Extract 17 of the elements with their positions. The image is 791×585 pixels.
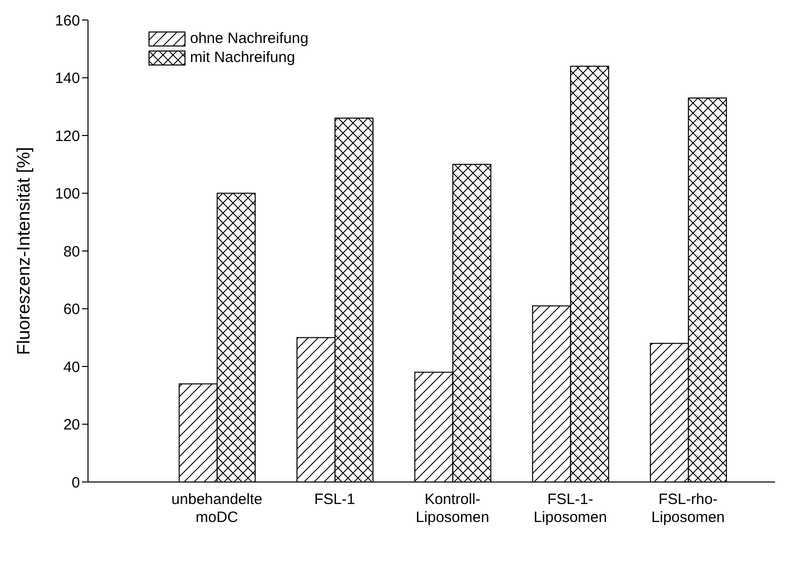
y-tick-label: 120	[54, 128, 80, 145]
y-tick-label: 80	[63, 243, 80, 260]
legend-label: mit Nachreifung	[190, 49, 296, 66]
y-tick-label: 100	[54, 186, 80, 203]
y-tick-label: 40	[63, 358, 80, 376]
y-tick-label: 60	[63, 301, 80, 318]
x-tick-label: FSL-1	[314, 491, 356, 508]
y-tick-label: 20	[63, 416, 80, 434]
y-tick-label: 160	[54, 12, 80, 30]
x-tick-label: FSL-rho- Liposomen	[651, 491, 725, 526]
legend-label: ohne Nachreifung	[190, 30, 308, 47]
y-tick-label: 140	[54, 70, 80, 88]
x-tick-label: Kontroll- Liposomen	[416, 491, 490, 526]
x-tick-label: FSL-1- Liposomen	[534, 491, 607, 526]
x-tick-label: unbehandelte moDC	[171, 491, 262, 526]
y-axis-title: Fluoreszenz-Intensität [%]	[13, 146, 34, 356]
y-tick-label: 0	[72, 474, 80, 492]
